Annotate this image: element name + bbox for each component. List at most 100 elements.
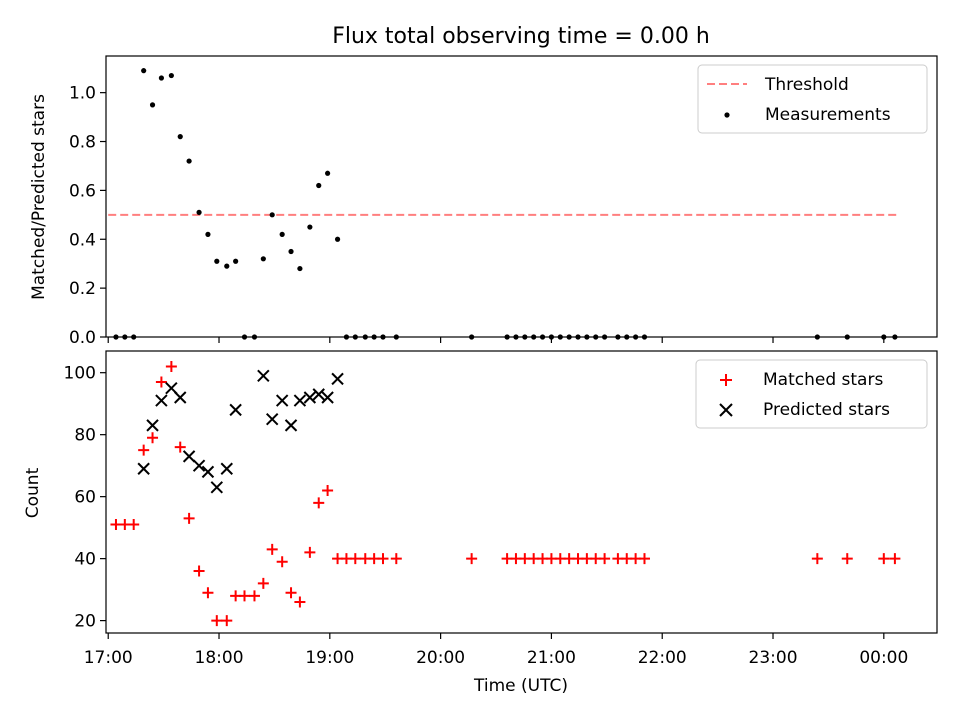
predicted-star-point bbox=[146, 419, 159, 432]
x-axis-label: Time (UTC) bbox=[473, 676, 568, 696]
matched-star-point bbox=[304, 546, 316, 558]
top-panel: 0.0 0.2 0.4 0.6 0.8 1.0 Matched/Predicted sta… bbox=[29, 55, 938, 348]
matched-star-point bbox=[599, 553, 611, 565]
legend-predicted-swatch bbox=[719, 403, 733, 417]
predicted-star-point bbox=[284, 419, 298, 432]
bottom-y-tick-label: 60 bbox=[74, 488, 96, 508]
matched-star-point bbox=[147, 432, 159, 444]
measurement-point bbox=[233, 258, 239, 264]
matched-star-point bbox=[202, 587, 214, 599]
matched-star-point bbox=[239, 590, 250, 602]
bottom-x-ticks: 17:00 18:00 19:00 20:00 21:00 22:00 23:00 00:00 bbox=[84, 633, 908, 668]
measurement-point bbox=[141, 68, 147, 74]
legend-measurements-label: Measurements bbox=[765, 105, 891, 125]
top-x-ticks bbox=[107, 337, 885, 343]
top-y-tick-label: 0.4 bbox=[69, 230, 96, 250]
predicted-star-point bbox=[275, 394, 289, 407]
bottom-plot-area bbox=[110, 360, 901, 627]
top-legend-box bbox=[697, 64, 928, 134]
predicted-star-point bbox=[321, 391, 334, 404]
matched-star-point bbox=[193, 565, 205, 577]
legend-measurements-swatch bbox=[724, 112, 730, 118]
x-tick-label: 20:00 bbox=[416, 648, 465, 668]
legend-predicted-label: Predicted stars bbox=[763, 400, 890, 420]
top-y-tick-label: 0.6 bbox=[69, 181, 96, 201]
top-plot-area bbox=[108, 68, 898, 340]
matched-star-point bbox=[211, 615, 223, 627]
measurement-point bbox=[214, 258, 220, 264]
matched-star-point bbox=[276, 556, 288, 568]
measurement-point bbox=[260, 256, 266, 262]
legend-matched-swatch bbox=[720, 374, 732, 386]
matched-star-point bbox=[285, 587, 297, 599]
matched-star-point bbox=[266, 543, 278, 555]
top-y-tick-label: 0.0 bbox=[69, 328, 96, 348]
top-y-tick-label: 0.2 bbox=[69, 279, 96, 299]
matched-star-point bbox=[155, 376, 167, 388]
x-tick-label: 19:00 bbox=[305, 648, 354, 668]
x-tick-label: 00:00 bbox=[859, 648, 908, 668]
top-legend: Threshold Measurements bbox=[697, 64, 928, 134]
top-y-tick-label: 1.0 bbox=[69, 84, 96, 104]
matched-star-point bbox=[183, 512, 195, 524]
bottom-legend: Matched stars Predicted stars bbox=[695, 359, 928, 429]
top-y-tick-label: 0.8 bbox=[69, 133, 96, 153]
matched-star-point bbox=[138, 444, 150, 456]
measurement-point bbox=[334, 236, 341, 242]
bottom-y-tick-label: 20 bbox=[74, 612, 96, 632]
top-y-axis-label: Matched/Predicted stars bbox=[29, 94, 49, 300]
x-tick-label: 17:00 bbox=[84, 648, 133, 668]
bottom-y-axis-label: Count bbox=[23, 467, 43, 518]
matched-star-point bbox=[349, 553, 361, 565]
bottom-y-ticks: 20 40 60 80 100 bbox=[64, 364, 106, 632]
bottom-axes-frame bbox=[105, 350, 938, 634]
matched-star-point bbox=[878, 553, 890, 565]
matched-star-point bbox=[294, 596, 306, 608]
measurement-point bbox=[316, 182, 322, 189]
measurement-point bbox=[158, 75, 164, 81]
measurement-point bbox=[186, 158, 192, 164]
measurement-point bbox=[279, 231, 285, 237]
measurement-point bbox=[288, 248, 294, 255]
legend-threshold-label: Threshold bbox=[764, 75, 849, 95]
bottom-y-tick-label: 40 bbox=[74, 550, 96, 570]
matched-star-point bbox=[841, 553, 853, 565]
predicted-star-point bbox=[155, 394, 168, 407]
matched-star-point bbox=[174, 441, 186, 453]
matched-star-point bbox=[638, 553, 650, 565]
x-tick-label: 22:00 bbox=[638, 648, 687, 668]
matched-star-point bbox=[466, 553, 478, 565]
matched-star-point bbox=[257, 577, 269, 589]
matched-star-point bbox=[221, 615, 233, 627]
measurement-point bbox=[149, 102, 156, 108]
matched-star-point bbox=[377, 553, 389, 565]
bottom-y-tick-label: 80 bbox=[74, 426, 96, 446]
predicted-star-point bbox=[182, 450, 196, 463]
predicted-star-point bbox=[210, 481, 224, 494]
measurement-point bbox=[297, 265, 303, 272]
x-tick-label: 18:00 bbox=[195, 648, 244, 668]
bottom-legend-box bbox=[695, 359, 928, 429]
predicted-star-point bbox=[229, 403, 242, 417]
measurement-point bbox=[307, 224, 313, 230]
matched-star-point bbox=[811, 553, 823, 565]
x-tick-label: 21:00 bbox=[527, 648, 576, 668]
matched-star-point bbox=[128, 519, 140, 531]
measurement-point bbox=[177, 134, 183, 140]
matched-star-point bbox=[889, 553, 901, 565]
predicted-star-point bbox=[174, 391, 187, 404]
predicted-star-point bbox=[192, 459, 206, 472]
top-y-ticks: 0.0 0.2 0.4 0.6 0.8 1.0 bbox=[69, 84, 106, 348]
bottom-panel: 20 40 60 80 100 17:00 18:00 19:00 20:00 21:00 22:… bbox=[23, 350, 938, 696]
measurement-point bbox=[224, 263, 230, 269]
predicted-star-point bbox=[137, 462, 150, 475]
chart-title: Flux total observing time = 0.00 h bbox=[332, 24, 710, 49]
predicted-star-point bbox=[220, 462, 233, 475]
measurement-point bbox=[269, 212, 275, 218]
predicted-star-point bbox=[265, 412, 279, 426]
predicted-star-point bbox=[331, 372, 344, 386]
matched-star-point bbox=[313, 497, 325, 509]
measurement-point bbox=[196, 209, 202, 215]
matched-star-point bbox=[165, 360, 177, 372]
